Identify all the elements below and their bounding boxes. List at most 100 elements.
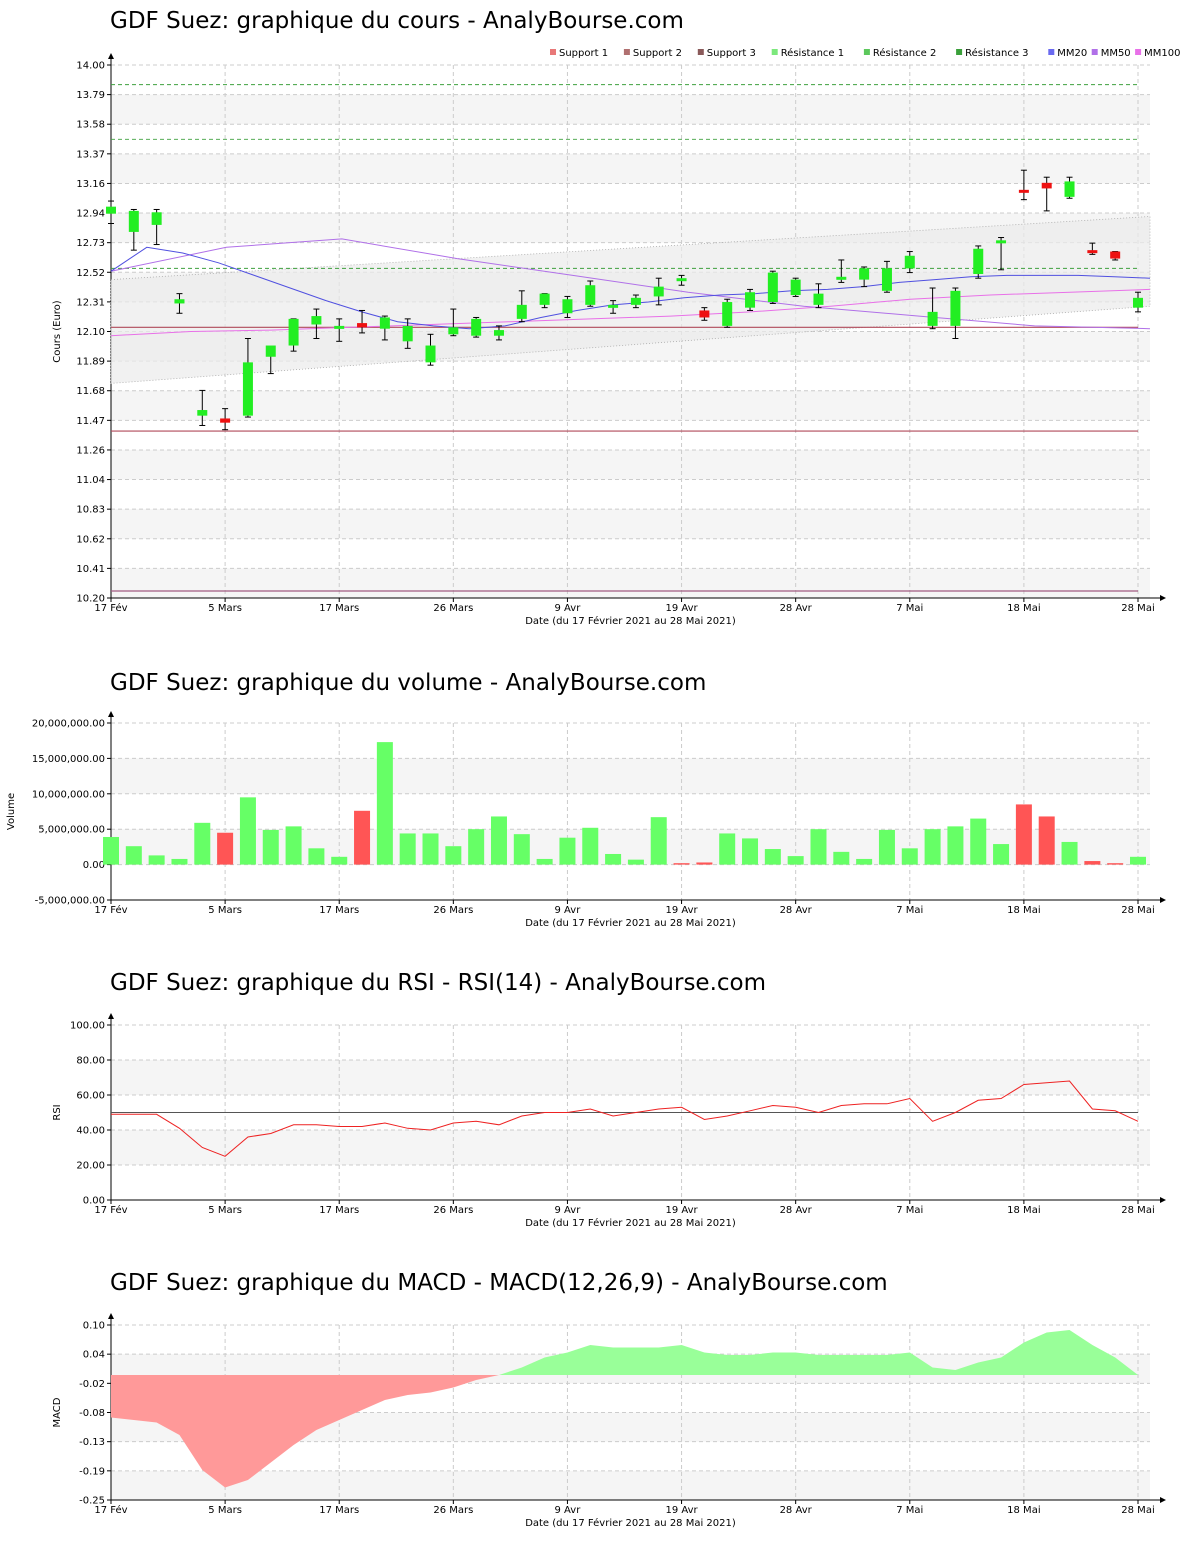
candle-body: [859, 268, 870, 280]
price-ytick-label: 10.62: [76, 534, 105, 545]
candle-body: [493, 330, 504, 336]
volume-ytick-label: -5,000,000.00: [35, 896, 105, 907]
candle-body: [767, 272, 778, 303]
volume-bar: [262, 829, 279, 865]
macd-band: [111, 1470, 1150, 1500]
volume-bar: [673, 863, 690, 865]
rsi-band: [111, 1130, 1150, 1165]
price-ytick-label: 10.20: [76, 594, 105, 605]
volume-bar: [764, 849, 781, 865]
candle-body: [630, 297, 641, 305]
price-xtick-label: 19 Avr: [665, 603, 698, 614]
rsi-y-axis-arrow: [108, 1013, 114, 1019]
volume-bar: [1084, 861, 1101, 865]
volume-bar: [605, 853, 622, 865]
volume-bar: [536, 858, 553, 865]
price-ytick-label: 13.37: [76, 149, 105, 160]
legend-swatch: [1091, 49, 1098, 55]
volume-bar: [1038, 816, 1055, 865]
candle-body: [904, 255, 915, 269]
candle-body: [106, 206, 116, 214]
rsi-chart-title: GDF Suez: graphique du RSI - RSI(14) - A…: [110, 970, 767, 996]
candle-body: [699, 310, 710, 318]
legend-swatch: [550, 49, 556, 55]
price-ytick-label: 14.00: [76, 61, 105, 72]
price-x-axis-title: Date (du 17 Février 2021 au 28 Mai 2021): [525, 615, 736, 627]
candle-body: [516, 304, 527, 319]
candle-body: [996, 240, 1007, 244]
volume-xtick-label: 18 Mai: [1007, 905, 1040, 916]
volume-y-axis-arrow: [108, 711, 114, 717]
rsi-xtick-label: 26 Mars: [433, 1205, 473, 1216]
candle-body: [379, 317, 390, 329]
macd-y-axis-title: MACD: [52, 1397, 63, 1427]
volume-bar: [901, 848, 918, 865]
legend-label: Résistance 1: [781, 47, 844, 59]
candle-body: [1064, 181, 1075, 197]
volume-bar: [787, 856, 804, 865]
volume-bar: [810, 829, 827, 865]
volume-xtick-label: 28 Mai: [1121, 905, 1154, 916]
volume-bar: [399, 833, 416, 865]
volume-xtick-label: 17 Mars: [319, 905, 359, 916]
price-y-axis-title: Cours (Euro): [52, 300, 63, 363]
macd-x-axis-title: Date (du 17 Février 2021 au 28 Mai 2021): [525, 1517, 736, 1529]
volume-x-axis-arrow: [1160, 897, 1166, 903]
volume-bar: [559, 837, 576, 865]
macd-xtick-label: 17 Fév: [94, 1504, 127, 1516]
price-xtick-label: 7 Mai: [896, 603, 923, 614]
volume-y-axis-title: Volume: [6, 793, 17, 830]
volume-ytick-label: 15,000,000.00: [32, 754, 105, 765]
macd-xtick-label: 18 Mai: [1007, 1505, 1040, 1516]
candle-body: [242, 362, 253, 416]
candle-body: [813, 293, 824, 305]
candle-body: [745, 292, 756, 308]
volume-xtick-label: 28 Avr: [780, 905, 813, 916]
rsi-ytick-label: 100.00: [70, 1021, 105, 1032]
candle-body: [288, 318, 299, 346]
volume-band: [111, 758, 1150, 794]
candle-body: [128, 210, 139, 232]
rsi-xtick-label: 18 Mai: [1007, 1205, 1040, 1216]
volume-bar: [947, 826, 964, 865]
volume-bar: [125, 846, 142, 865]
volume-xtick-label: 19 Avr: [665, 905, 698, 916]
price-ytick-label: 12.31: [76, 297, 105, 308]
rsi-xtick-label: 28 Mai: [1121, 1205, 1154, 1216]
legend-swatch: [623, 49, 630, 55]
price-xtick-label: 26 Mars: [433, 603, 473, 614]
volume-bar: [171, 858, 188, 865]
price-band: [111, 449, 1150, 480]
price-ytick-label: 11.89: [76, 357, 105, 368]
candle-body: [676, 278, 687, 282]
candle-body: [585, 285, 596, 305]
volume-x-axis-title: Date (du 17 Février 2021 au 28 Mai 2021): [525, 917, 736, 929]
candle-body: [197, 410, 208, 416]
volume-bar: [490, 816, 507, 865]
macd-x-axis-arrow: [1160, 1497, 1166, 1503]
candle-body: [151, 212, 162, 225]
volume-bar: [148, 855, 165, 865]
candle-body: [790, 279, 801, 296]
macd-ytick-label: 0.04: [83, 1350, 105, 1361]
rsi-ytick-label: 0.00: [83, 1196, 105, 1207]
price-xtick-label: 17 Fév: [94, 602, 127, 614]
candle-body: [1041, 182, 1052, 189]
volume-bar: [308, 848, 325, 865]
volume-chart-title: GDF Suez: graphique du volume - AnalyBou…: [110, 670, 707, 696]
macd-chart-title: GDF Suez: graphique du MACD - MACD(12,26…: [110, 1270, 888, 1296]
candle-body: [562, 299, 573, 314]
price-band: [111, 390, 1150, 421]
volume-xtick-label: 5 Mars: [208, 905, 242, 916]
price-band: [111, 153, 1150, 184]
rsi-xtick-label: 19 Avr: [665, 1205, 698, 1216]
rsi-xtick-label: 17 Fév: [94, 1204, 127, 1216]
legend-label: Support 1: [559, 48, 608, 59]
legend-label: MM50: [1101, 48, 1131, 59]
volume-bar: [970, 818, 987, 865]
price-trend-channel: [110, 216, 1151, 384]
volume-bar: [742, 838, 759, 865]
legend-label: Résistance 3: [965, 47, 1028, 59]
rsi-xtick-label: 17 Mars: [319, 1205, 359, 1216]
